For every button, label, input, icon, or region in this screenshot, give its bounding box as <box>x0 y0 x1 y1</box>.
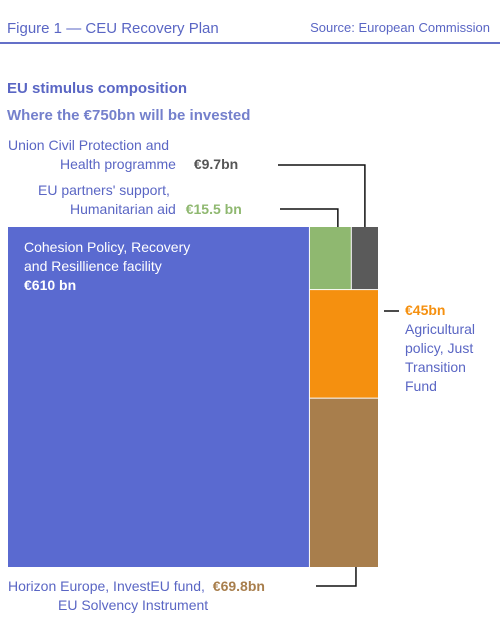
label-civil-value: €9.7bn <box>193 156 239 172</box>
label-horizon-2: EU Solvency Instrument <box>58 596 208 615</box>
label-cohesion-line2: and Resillience facility <box>24 258 162 274</box>
label-partners-line2: Humanitarian aid <box>70 201 176 217</box>
treemap-block-horizon <box>309 398 378 567</box>
label-horizon-line2: EU Solvency Instrument <box>58 597 209 613</box>
treemap-block-cohesion <box>8 227 309 567</box>
label-horizon: Horizon Europe, InvestEU fund, €69.8bn <box>8 577 265 596</box>
label-cohesion-value: €610 bn <box>24 277 77 293</box>
label-civil-line2: Health programme <box>60 156 176 172</box>
chart-title: EU stimulus composition <box>7 80 188 97</box>
figure-source: Source: European Commission <box>310 20 490 35</box>
treemap-block-civil-protection <box>351 227 378 290</box>
label-partners-line1: EU partners' support, <box>38 182 170 198</box>
treemap-block-agricultural <box>309 290 378 398</box>
figure-title: Figure 1 — CEU Recovery Plan <box>7 20 219 37</box>
label-agri-line4: Fund <box>405 378 437 394</box>
label-civil-protection: Union Civil Protection and <box>8 136 169 155</box>
label-civil-protection-2: Health programme €9.7bn <box>60 155 238 174</box>
label-agri-line1: Agricultural <box>405 321 476 337</box>
label-agri-line2: policy, Just <box>405 340 474 356</box>
leader-line-partners <box>280 208 339 227</box>
treemap-block-partners <box>309 227 351 290</box>
label-partners-2: Humanitarian aid €15.5 bn <box>70 200 242 219</box>
label-cohesion-line1: Cohesion Policy, Recovery <box>24 239 191 255</box>
leader-line-horizon <box>316 567 357 587</box>
label-agricultural: €45bn Agricultural policy, Just Transiti… <box>405 301 475 396</box>
label-horizon-line1: Horizon Europe, InvestEU fund, <box>8 578 205 594</box>
label-partners-value: €15.5 bn <box>185 201 242 217</box>
label-agri-line3: Transition <box>405 359 466 375</box>
label-partners: EU partners' support, <box>38 181 170 200</box>
label-horizon-value: €69.8bn <box>212 578 265 594</box>
label-cohesion: Cohesion Policy, Recovery and Resillienc… <box>24 238 190 295</box>
chart-subtitle: Where the €750bn will be invested <box>7 107 251 124</box>
figure-header: Figure 1 — CEU Recovery Plan Source: Eur… <box>0 0 500 44</box>
label-agri-value: €45bn <box>405 302 446 318</box>
label-civil-line1: Union Civil Protection and <box>8 137 170 153</box>
leader-line-civil-protection <box>278 164 366 227</box>
